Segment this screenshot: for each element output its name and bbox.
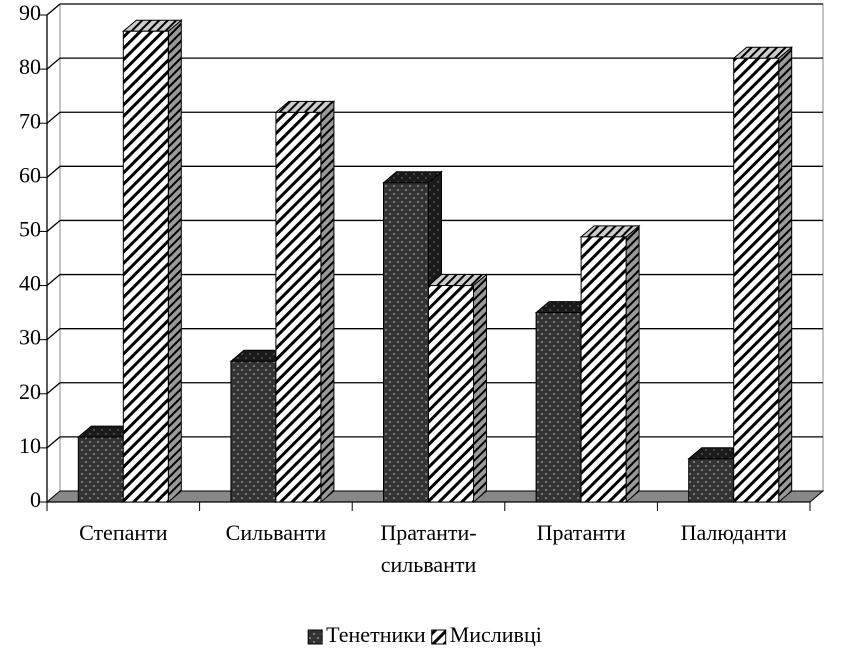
x-tick-label: Пратанти-сильванти — [380, 520, 476, 577]
grid-line-side — [46, 3, 61, 16]
grid-line-side — [46, 165, 61, 178]
bar — [122, 30, 169, 503]
y-tick-label: 40 — [19, 271, 41, 296]
y-tick-label: 60 — [19, 162, 41, 187]
bar-side — [473, 273, 487, 504]
bar — [230, 360, 277, 503]
x-tick-label: Сильванти — [226, 520, 327, 545]
x-tick-label: Степанти — [79, 520, 168, 545]
x-tick-label: Палюданти — [681, 520, 787, 545]
bar-side — [625, 224, 640, 504]
grid-line-side — [46, 382, 61, 395]
bar — [428, 285, 474, 503]
legend-swatch — [307, 629, 323, 645]
bar — [275, 111, 322, 503]
bar-side — [778, 46, 793, 504]
bar-side — [167, 19, 182, 504]
grid-line-side — [46, 274, 61, 287]
y-tick-label: 20 — [19, 379, 41, 404]
bar — [77, 436, 124, 503]
y-tick-label: 50 — [19, 216, 41, 241]
x-tick-label: Пратанти — [537, 520, 626, 545]
grid-line-side — [46, 436, 61, 449]
grid-line-side — [46, 328, 61, 341]
bar — [580, 236, 627, 503]
bar — [383, 182, 429, 503]
y-tick-label: 90 — [19, 0, 41, 25]
grid-line-side — [46, 57, 61, 70]
bar — [688, 458, 735, 503]
legend-swatch — [431, 629, 447, 645]
y-tick-label: 70 — [19, 108, 41, 133]
y-tick-label: 80 — [19, 54, 41, 79]
legend-label: Мисливці — [450, 622, 542, 647]
y-tick-label: 0 — [30, 487, 41, 512]
bar-side — [320, 100, 335, 504]
grid-line-side — [46, 219, 61, 232]
bar — [535, 312, 582, 503]
bar — [733, 57, 780, 503]
y-tick-label: 10 — [19, 433, 41, 458]
y-tick-label: 30 — [19, 325, 41, 350]
grid-line-side — [46, 111, 61, 124]
legend-label: Тенетники — [326, 622, 426, 647]
